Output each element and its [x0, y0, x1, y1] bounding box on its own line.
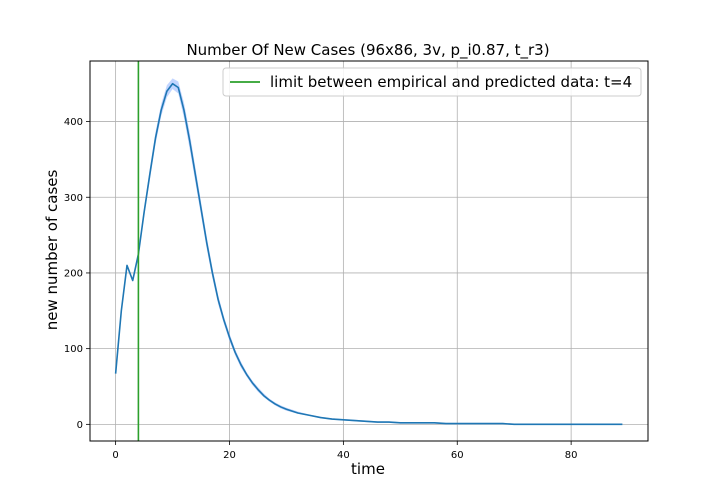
x-tick-label: 0 — [112, 450, 118, 461]
x-tick-label: 20 — [223, 450, 236, 461]
legend-label: limit between empirical and predicted da… — [270, 73, 632, 91]
y-tick-label: 300 — [64, 193, 83, 204]
series-line — [114, 82, 623, 426]
y-tick-label: 400 — [64, 117, 83, 128]
axis-ticks: 0 20 40 60 80 0 100 200 300 400 — [64, 117, 578, 461]
legend: limit between empirical and predicted da… — [222, 67, 642, 97]
x-tick-label: 60 — [451, 450, 464, 461]
series-band — [115, 78, 623, 425]
x-tick-label: 80 — [565, 450, 578, 461]
confidence-band-layer — [115, 78, 623, 425]
chart-title: Number Of New Cases (96x86, 3v, p_i0.87,… — [186, 41, 549, 60]
y-tick-label: 200 — [64, 268, 83, 279]
y-tick-label: 0 — [77, 420, 83, 431]
x-tick-label: 40 — [337, 450, 350, 461]
y-tick-label: 100 — [64, 344, 83, 355]
plot-frame — [89, 60, 649, 442]
x-axis-label: time — [351, 460, 385, 478]
legend-box — [222, 67, 642, 97]
series-line-layer — [114, 82, 623, 426]
y-axis-label: new number of cases — [43, 170, 61, 331]
grid — [90, 61, 648, 441]
